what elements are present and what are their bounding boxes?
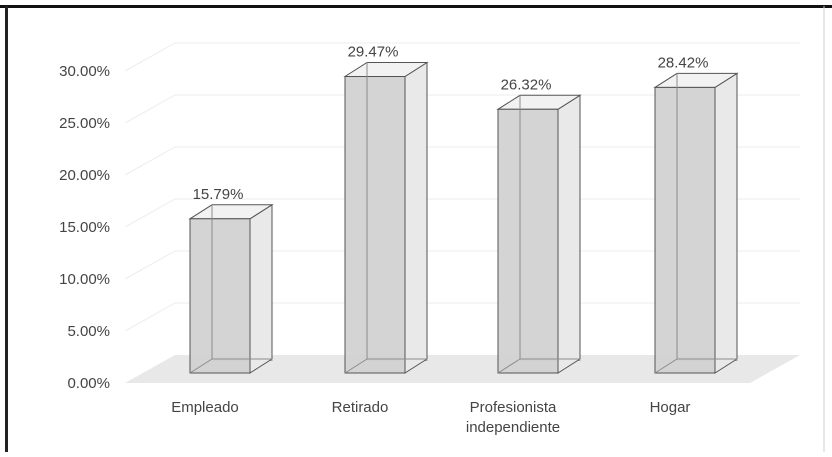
x-tick-label-line: independiente <box>466 419 560 436</box>
gridline-depth <box>125 251 175 279</box>
x-tick-label: Profesionista independiente <box>466 399 560 436</box>
bar-side <box>558 95 580 373</box>
bar-side <box>715 73 737 373</box>
bar-front <box>190 219 250 373</box>
bars <box>190 63 738 373</box>
y-axis-ticks: 0.00% 5.00% 10.00% 15.00% 20.00% 25.00% 30.00% <box>59 63 110 392</box>
y-tick-label: 0.00% <box>67 375 110 392</box>
data-label: 28.42% <box>658 54 709 71</box>
bar-front <box>655 87 715 373</box>
bar <box>498 95 581 373</box>
data-label: 26.32% <box>501 76 552 93</box>
x-axis-ticks: Empleado Retirado Profesionista independien… <box>171 399 690 436</box>
data-labels: 15.79% 29.47% 26.32% 28.42% <box>193 44 709 203</box>
data-label: 29.47% <box>348 44 399 61</box>
x-tick-label-line: Profesionista <box>470 399 557 416</box>
y-tick-label: 25.00% <box>59 115 110 132</box>
x-tick-label: Empleado <box>171 399 239 416</box>
y-tick-label: 20.00% <box>59 167 110 184</box>
gridline-depth <box>125 303 175 331</box>
x-tick-label-line: Hogar <box>650 399 691 416</box>
data-label: 15.79% <box>193 186 244 203</box>
bar-front <box>498 109 558 373</box>
gridline-depth <box>125 95 175 123</box>
x-tick-label: Retirado <box>332 399 389 416</box>
bar-front <box>345 77 405 373</box>
x-tick-label-line: Retirado <box>332 399 389 416</box>
y-tick-label: 10.00% <box>59 271 110 288</box>
gridline-depth <box>125 199 175 227</box>
y-tick-label: 5.00% <box>67 323 110 340</box>
x-tick-label-line: Empleado <box>171 399 239 416</box>
bar <box>345 63 428 373</box>
bar-side <box>405 63 427 373</box>
bar-side <box>250 205 272 373</box>
x-tick-label: Hogar <box>650 399 691 416</box>
bar <box>190 205 273 373</box>
y-tick-label: 30.00% <box>59 63 110 80</box>
bar <box>655 73 738 373</box>
gridline-depth <box>125 43 175 71</box>
y-tick-label: 15.00% <box>59 219 110 236</box>
gridline-depth <box>125 147 175 175</box>
